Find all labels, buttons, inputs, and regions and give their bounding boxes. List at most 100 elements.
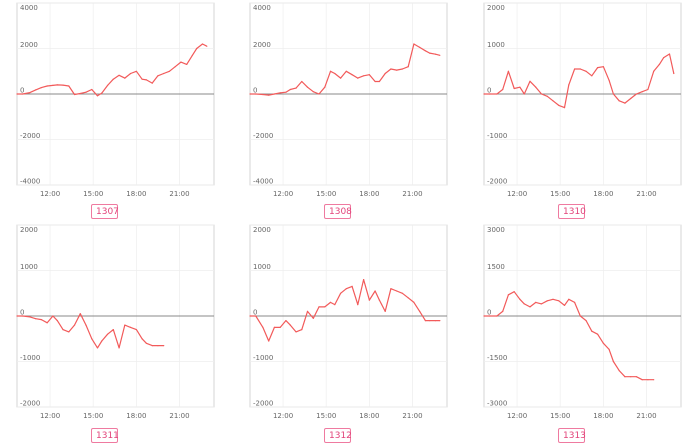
data-point — [368, 74, 370, 76]
data-point — [563, 304, 566, 306]
data-point — [279, 326, 281, 328]
data-point — [419, 310, 421, 312]
data-point — [374, 290, 376, 292]
data-point — [579, 315, 581, 317]
x-tick-label: 12:00 — [507, 412, 527, 420]
data-point — [608, 348, 610, 350]
data-point — [268, 94, 270, 96]
data-point — [535, 301, 537, 303]
data-point — [255, 93, 257, 95]
data-point — [157, 345, 159, 347]
y-tick-label: 2000 — [487, 4, 505, 12]
x-tick-label: 21:00 — [636, 412, 656, 420]
data-point — [91, 88, 93, 91]
data-point — [574, 68, 576, 70]
data-point — [396, 69, 398, 71]
data-point — [56, 84, 58, 86]
data-point — [357, 77, 359, 79]
data-point — [529, 80, 531, 82]
data-point — [612, 93, 615, 95]
data-point — [390, 288, 392, 290]
data-point — [519, 86, 521, 88]
data-point — [141, 338, 143, 340]
x-tick-label: 12:00 — [273, 412, 293, 420]
y-tick-label: 0 — [253, 87, 257, 95]
data-point — [507, 294, 509, 296]
data-point — [168, 70, 170, 72]
data-point — [363, 279, 365, 281]
y-tick-label: 3000 — [487, 226, 505, 234]
data-point — [101, 340, 103, 342]
y-tick-label: -2000 — [487, 178, 507, 186]
data-point — [502, 310, 504, 312]
data-point — [434, 320, 437, 322]
data-point — [419, 46, 421, 49]
data-point — [163, 72, 165, 75]
data-point — [624, 376, 626, 378]
x-tick-label: 15:00 — [550, 190, 570, 198]
y-tick-label: 0 — [20, 87, 24, 95]
data-point — [22, 315, 24, 317]
data-point — [641, 379, 643, 381]
data-point — [345, 70, 347, 72]
x-tick-label: 21:00 — [169, 190, 189, 198]
data-point — [496, 315, 498, 317]
data-point — [647, 88, 649, 91]
data-point — [135, 70, 137, 72]
data-point — [641, 91, 643, 93]
y-tick-label: 0 — [20, 309, 24, 317]
data-point — [191, 54, 193, 56]
y-tick-label: 2000 — [253, 226, 271, 234]
data-point — [135, 329, 137, 331]
data-point — [29, 92, 31, 94]
data-point — [568, 84, 570, 86]
x-tick-label: 12:00 — [40, 412, 60, 420]
data-point — [306, 310, 309, 312]
data-point — [130, 326, 132, 328]
data-point — [163, 345, 165, 347]
data-point — [401, 292, 403, 294]
x-tick-label: 21:00 — [636, 190, 656, 198]
data-point — [312, 91, 314, 93]
data-point — [112, 329, 114, 331]
data-point — [523, 303, 525, 305]
data-point — [597, 333, 599, 335]
data-point — [351, 74, 353, 76]
data-point — [552, 298, 554, 300]
y-tick-label: -1000 — [20, 354, 40, 362]
y-tick-label: 1000 — [20, 263, 38, 271]
data-point — [384, 310, 386, 312]
y-tick-label: 4000 — [253, 4, 271, 12]
data-point — [390, 68, 392, 70]
data-point — [429, 52, 431, 54]
data-point — [363, 75, 365, 77]
data-point — [52, 84, 54, 86]
data-point — [351, 285, 353, 287]
data-point — [407, 66, 409, 68]
data-point — [29, 316, 31, 318]
y-tick-label: -2000 — [20, 400, 40, 408]
data-point — [79, 313, 81, 315]
y-tick-label: -3000 — [487, 400, 507, 408]
data-point — [483, 93, 485, 95]
data-point — [591, 75, 593, 77]
data-point — [568, 298, 570, 300]
data-point — [519, 298, 521, 300]
data-point — [324, 306, 326, 308]
data-point — [340, 292, 342, 294]
data-point — [585, 70, 587, 72]
data-point — [585, 320, 587, 322]
data-point — [579, 68, 581, 70]
data-point — [329, 70, 332, 72]
x-tick-label: 18:00 — [593, 190, 613, 198]
data-point — [618, 370, 620, 372]
data-point — [612, 360, 615, 363]
data-point — [563, 107, 566, 109]
data-point — [62, 329, 64, 331]
data-point — [413, 301, 415, 303]
data-point — [312, 317, 314, 319]
x-tick-label: 12:00 — [40, 190, 60, 198]
y-tick-label: 2000 — [20, 41, 38, 49]
data-point — [591, 330, 593, 332]
